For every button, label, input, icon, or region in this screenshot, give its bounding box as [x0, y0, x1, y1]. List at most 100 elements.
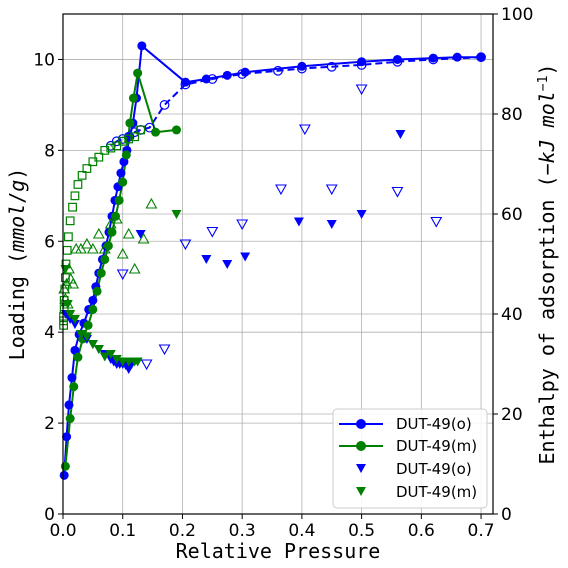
data-point — [94, 152, 104, 162]
legend-label: DUT-49(m) — [396, 483, 477, 501]
data-point — [236, 219, 249, 231]
x-tick-label: 0.1 — [109, 521, 136, 541]
legend-marker — [356, 441, 366, 451]
y-axis-left-title: Loading (mmol/g) — [5, 168, 29, 361]
data-point — [83, 320, 93, 330]
data-point — [67, 277, 80, 289]
data-point — [68, 202, 77, 212]
data-point — [356, 210, 367, 219]
data-point — [145, 197, 158, 209]
data-point — [476, 52, 486, 63]
y-right-tick-label: 100 — [501, 5, 533, 25]
legend-label: DUT-49(o) — [396, 460, 472, 478]
data-point — [88, 295, 98, 305]
data-point — [105, 350, 116, 359]
data-point — [61, 297, 74, 309]
y-left-tick-label: 2 — [44, 414, 55, 434]
data-point — [430, 216, 443, 228]
data-point — [135, 230, 146, 239]
data-point — [357, 57, 367, 67]
data-point — [355, 84, 368, 96]
data-point — [119, 157, 129, 167]
data-point — [63, 262, 75, 274]
data-point — [395, 130, 406, 139]
data-point — [116, 247, 129, 259]
data-point — [107, 227, 117, 237]
data-point — [87, 340, 98, 349]
data-point — [92, 286, 102, 296]
data-point — [125, 118, 135, 128]
data-point — [137, 232, 150, 244]
data-point — [63, 232, 73, 242]
data-point — [391, 186, 404, 198]
data-point — [80, 237, 93, 249]
data-point — [158, 344, 171, 356]
x-tick-label: 0.2 — [169, 521, 196, 541]
data-point — [65, 414, 75, 424]
data-point — [65, 310, 76, 319]
data-point — [92, 227, 105, 239]
legend-label: DUT-49(m) — [396, 437, 477, 455]
data-point — [326, 61, 337, 72]
data-point — [296, 63, 307, 74]
data-point — [106, 143, 116, 153]
data-point — [62, 432, 72, 442]
legend-item-o-line: DUT-49(o) — [339, 415, 472, 433]
x-tick-label: 0.6 — [408, 521, 435, 541]
data-point — [293, 217, 304, 227]
data-point — [122, 227, 135, 239]
data-point — [275, 184, 287, 196]
legend: DUT-49(o) DUT-49(m) DUT-49(o) DUT-49(m) — [332, 408, 488, 509]
data-point — [116, 168, 126, 178]
data-point — [237, 69, 248, 79]
data-point — [180, 79, 191, 90]
data-point — [116, 269, 129, 281]
data-point — [476, 52, 486, 62]
data-point — [201, 255, 212, 264]
y-right-tick-label: 40 — [501, 305, 523, 325]
data-point — [59, 470, 69, 480]
data-point — [75, 330, 86, 339]
data-point — [128, 93, 138, 103]
data-point — [99, 352, 110, 362]
series-enthalpy-desorption — [116, 84, 443, 371]
legend-item-m-line: DUT-49(m) — [339, 437, 477, 455]
data-point — [222, 70, 232, 80]
data-point — [240, 67, 250, 77]
data-point — [69, 382, 79, 392]
y-right-tick-label: 60 — [501, 205, 523, 225]
data-point — [77, 170, 87, 180]
legend-item-m-triangle: DUT-49(m) — [356, 483, 477, 501]
data-point — [133, 68, 143, 78]
data-point — [273, 65, 283, 76]
series-adsorption — [60, 68, 181, 471]
legend-label: DUT-49(o) — [396, 415, 472, 433]
data-point — [118, 136, 128, 146]
data-point — [392, 56, 403, 67]
data-point — [96, 268, 106, 278]
x-tick-label: 0.7 — [468, 521, 495, 541]
data-point — [100, 145, 110, 155]
legend-item-o-triangle: DUT-49(o) — [356, 460, 472, 478]
data-point — [144, 122, 155, 133]
data-point — [67, 373, 77, 383]
data-point — [207, 74, 218, 84]
y-right-tick-label: 0 — [501, 505, 512, 525]
x-tick-label: 0.5 — [348, 521, 375, 541]
series-desorption — [59, 125, 146, 330]
data-point — [121, 150, 131, 160]
legend-marker — [356, 464, 366, 473]
data-point — [137, 41, 147, 51]
x-tick-label: 0.3 — [229, 521, 256, 541]
data-point — [88, 304, 98, 314]
axis-ticks: 0.0 0.1 0.2 0.3 0.4 0.5 0.6 0.70246810020406080… — [33, 5, 533, 541]
x-tick-label: 0.4 — [288, 521, 315, 541]
data-point — [70, 345, 80, 355]
data-point — [60, 461, 70, 471]
data-point — [111, 355, 122, 364]
data-point — [112, 141, 122, 151]
data-point — [132, 357, 143, 367]
data-point — [114, 195, 124, 205]
data-point — [222, 260, 233, 269]
data-point — [69, 320, 80, 329]
